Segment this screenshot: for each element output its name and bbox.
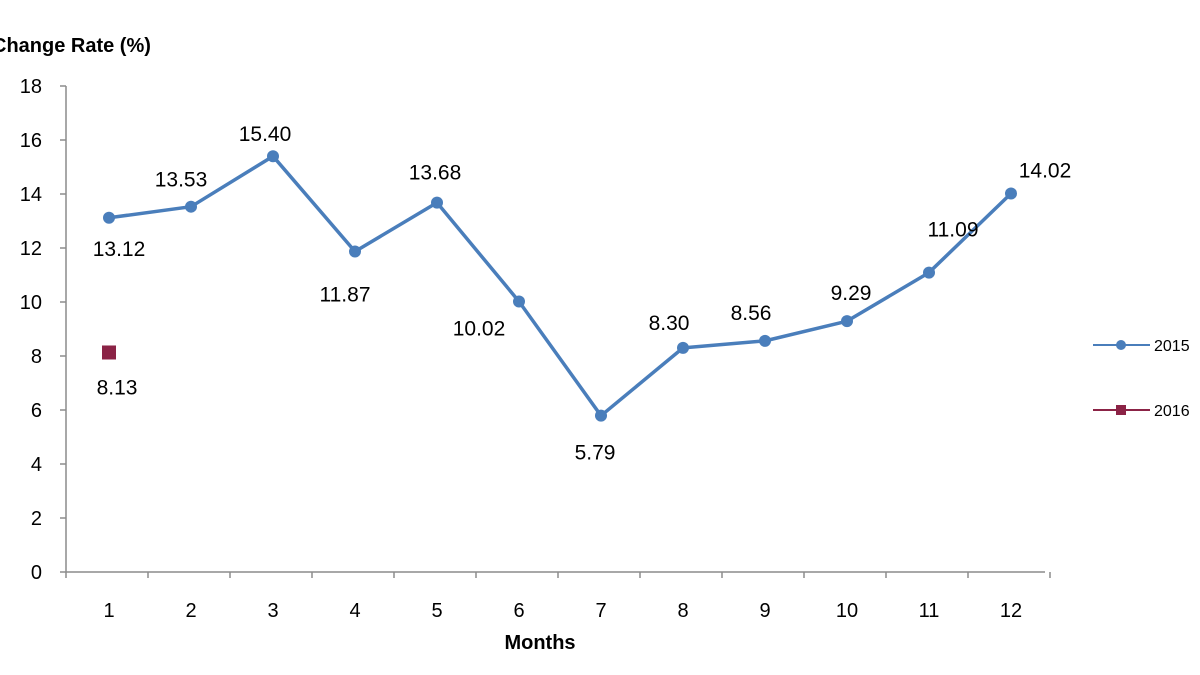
legend-item-2016: 2016 bbox=[1093, 403, 1190, 420]
y-tick-label: 6 bbox=[31, 400, 42, 422]
x-tick-label: 6 bbox=[513, 600, 524, 622]
y-tick-label: 18 bbox=[20, 76, 42, 98]
data-label: 8.13 bbox=[97, 376, 138, 399]
data-point bbox=[431, 196, 443, 209]
data-label: 13.68 bbox=[409, 162, 462, 185]
data-point bbox=[349, 245, 361, 258]
y-tick-label: 10 bbox=[20, 292, 42, 314]
data-label: 14.02 bbox=[1019, 159, 1072, 182]
series-group: 13.12 13.53 15.40 11.87 13.68 10.02 5.79 8.30 8.… bbox=[93, 123, 1072, 464]
y-tick-label: 14 bbox=[20, 184, 42, 206]
x-tick-label: 3 bbox=[267, 600, 278, 622]
y-tick-label: 2 bbox=[31, 508, 42, 530]
legend: 2015 2016 bbox=[1093, 338, 1190, 420]
x-tick-label: 12 bbox=[1000, 600, 1022, 622]
data-point bbox=[103, 211, 115, 224]
data-point bbox=[841, 315, 853, 328]
x-tick-label: 8 bbox=[677, 600, 688, 622]
data-label: 8.56 bbox=[731, 302, 772, 325]
data-point bbox=[267, 150, 279, 163]
data-label: 8.30 bbox=[649, 312, 690, 335]
y-tick-label: 12 bbox=[20, 238, 42, 260]
x-tick-label: 10 bbox=[836, 600, 858, 622]
data-label: 11.87 bbox=[320, 284, 371, 307]
data-point bbox=[759, 334, 771, 347]
y-tick-label: 8 bbox=[31, 346, 42, 368]
series-line bbox=[108, 154, 1013, 418]
y-axis-title: Change Rate (%) bbox=[0, 35, 151, 57]
data-point bbox=[102, 345, 116, 360]
series-2016: 8.13 bbox=[97, 345, 138, 399]
data-point bbox=[513, 295, 525, 308]
x-axis-title: Months bbox=[504, 632, 575, 654]
y-tick-label: 4 bbox=[31, 454, 42, 476]
x-tick-label: 9 bbox=[759, 600, 770, 622]
x-tick-label: 2 bbox=[185, 600, 196, 622]
x-tick-label: 11 bbox=[919, 600, 940, 622]
legend-label: 2015 bbox=[1154, 338, 1190, 355]
data-label: 9.29 bbox=[831, 282, 872, 305]
data-point bbox=[595, 409, 607, 422]
y-axis-ticks: 0 2 4 6 8 10 12 14 16 18 bbox=[20, 76, 66, 584]
y-tick-label: 0 bbox=[31, 562, 42, 584]
data-label: 5.79 bbox=[575, 442, 616, 465]
legend-item-2015: 2015 bbox=[1093, 338, 1190, 355]
data-label: 13.53 bbox=[155, 169, 208, 192]
data-label: 13.12 bbox=[93, 238, 146, 261]
legend-marker bbox=[1116, 405, 1126, 415]
data-point bbox=[677, 341, 689, 354]
x-tick-label: 1 bbox=[103, 600, 114, 622]
series-2015: 13.12 13.53 15.40 11.87 13.68 10.02 5.79 8.30 8.… bbox=[93, 123, 1072, 464]
data-point bbox=[185, 200, 197, 213]
legend-label: 2016 bbox=[1154, 403, 1190, 420]
data-point bbox=[1005, 187, 1017, 200]
data-point bbox=[923, 266, 935, 279]
y-tick-label: 16 bbox=[20, 130, 42, 152]
data-label: 10.02 bbox=[453, 317, 506, 340]
data-label: 11.09 bbox=[928, 219, 979, 242]
x-tick-label: 5 bbox=[431, 600, 442, 622]
legend-marker bbox=[1116, 340, 1126, 350]
x-tick-label: 4 bbox=[349, 600, 360, 622]
x-tick-label: 7 bbox=[595, 600, 606, 622]
data-label: 15.40 bbox=[239, 123, 292, 146]
axes bbox=[65, 86, 1045, 573]
x-axis-ticks: 1 2 3 4 5 6 7 8 9 10 11 12 bbox=[65, 572, 1051, 622]
